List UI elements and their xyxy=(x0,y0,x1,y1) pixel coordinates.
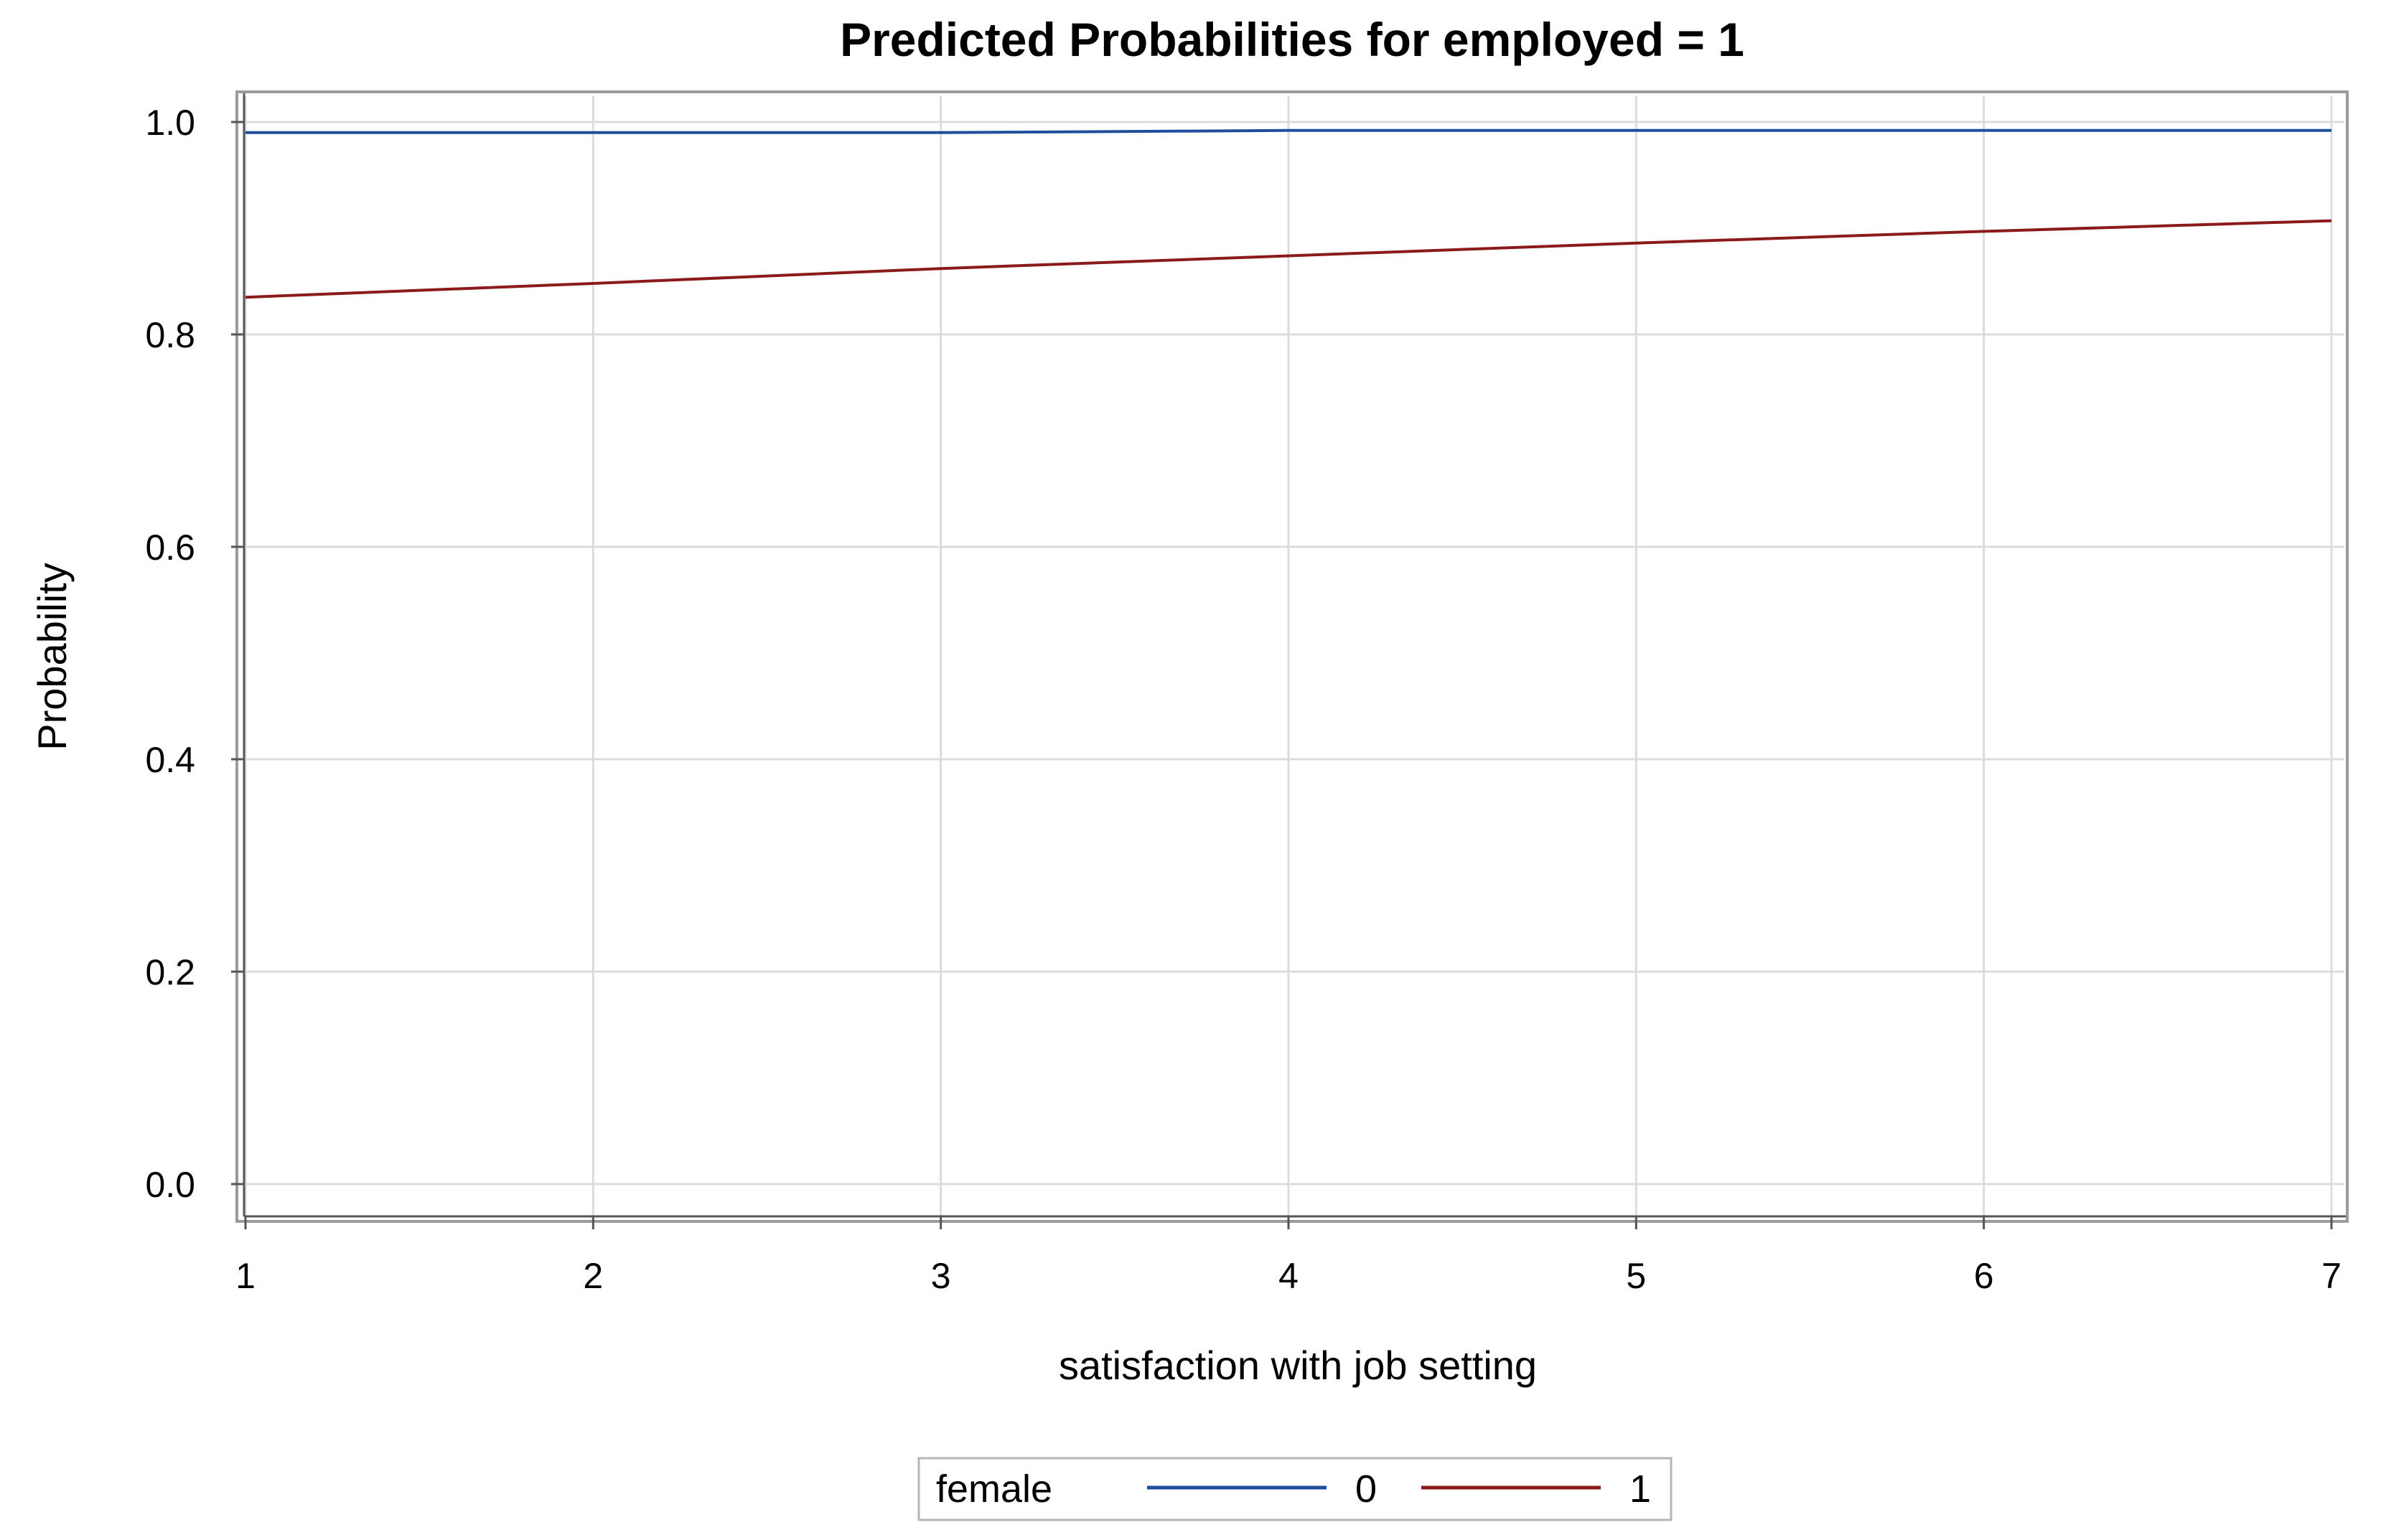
series-lines xyxy=(245,128,2332,299)
x-tick-label: 4 xyxy=(1278,1256,1299,1296)
x-tick-label: 6 xyxy=(1974,1256,1994,1296)
x-tick-label: 7 xyxy=(2321,1256,2342,1296)
chart-title: Predicted Probabilities for employed = 1 xyxy=(840,13,1744,66)
x-tick-label: 5 xyxy=(1626,1256,1646,1296)
x-tick-label: 2 xyxy=(583,1256,603,1296)
y-tick-label: 0.8 xyxy=(145,315,195,355)
y-tick-label: 0.0 xyxy=(145,1165,195,1205)
series-line-0 xyxy=(245,128,2331,134)
x-tick-label: 3 xyxy=(931,1256,951,1296)
legend-label-1: 1 xyxy=(1629,1468,1651,1511)
tick-labels: 1 2 3 4 5 6 7 0.0 0.2 0.4 0.6 0.8 1.0 xyxy=(145,103,2341,1296)
legend-title: female xyxy=(936,1468,1052,1511)
y-tick-label: 0.6 xyxy=(145,527,195,568)
series-line-1 xyxy=(245,219,2332,299)
x-tick-label: 1 xyxy=(235,1256,256,1296)
plot-frame xyxy=(235,90,2349,1223)
y-tick-label: 0.4 xyxy=(145,740,195,780)
y-axis-label: Probability xyxy=(29,563,75,750)
axes xyxy=(231,93,2346,1229)
y-tick-label: 0.2 xyxy=(145,952,195,992)
x-axis-label: satisfaction with job setting xyxy=(1059,1343,1537,1388)
legend-label-0: 0 xyxy=(1355,1468,1377,1511)
grid-lines xyxy=(240,96,2344,1217)
y-tick-label: 1.0 xyxy=(145,103,195,143)
